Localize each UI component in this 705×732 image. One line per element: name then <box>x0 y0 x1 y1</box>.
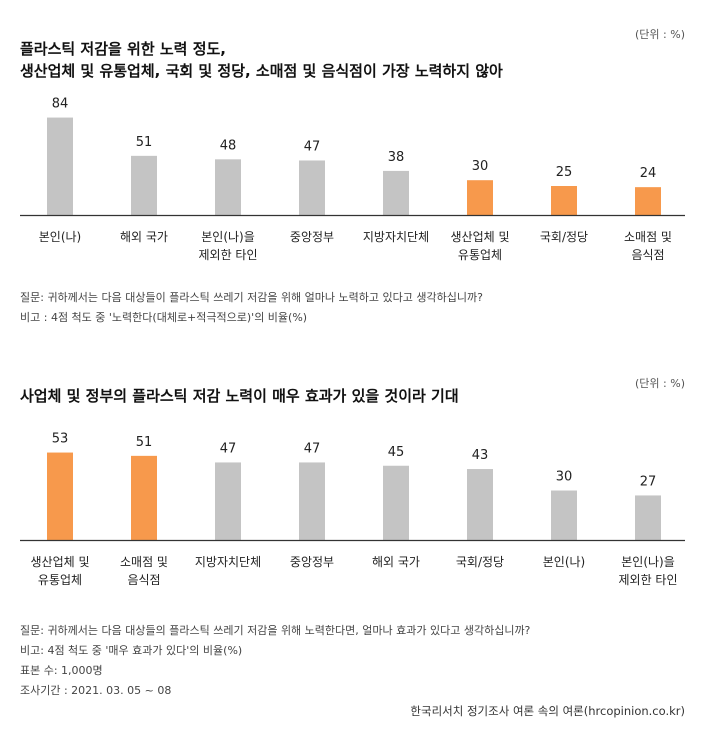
bar-1-2 <box>131 155 157 215</box>
sample-size: 표본 수: 1,000명 <box>20 664 103 677</box>
value-label-2-2: 51 <box>136 435 153 450</box>
bar-2-7 <box>551 490 577 540</box>
survey-period: 조사기간 : 2021. 03. 05 ~ 08 <box>20 684 172 697</box>
value-label-2-5: 45 <box>388 445 405 460</box>
value-label-1-3: 48 <box>220 138 237 153</box>
chart-title-2: 사업체 및 정부의 플라스틱 저감 노력이 매우 효과가 있을 것이라 기대 <box>20 387 459 405</box>
category-label-1-4: 중앙정부 <box>290 230 334 244</box>
category-label-2-7: 본인(나) <box>543 555 585 569</box>
question-1: 질문: 귀하께서는 다음 대상들이 플라스틱 쓰레기 저감을 위해 얼마나 노력… <box>20 291 483 304</box>
category-label-1-2: 해외 국가 <box>120 230 168 244</box>
category-label-2-3: 지방자치단체 <box>195 555 261 569</box>
note-2: 비고: 4점 척도 중 '매우 효과가 있다'의 비율(%) <box>20 644 243 657</box>
bar-1-6 <box>467 180 493 215</box>
bar-1-7 <box>551 186 577 215</box>
chart-title-1: 플라스틱 저감을 위한 노력 정도, 생산업체 및 유통업체, 국회 및 정당,… <box>20 38 503 82</box>
category-label-1-6: 생산업체 및 <box>450 230 509 244</box>
unit-label-1: (단위 : %) <box>635 28 685 41</box>
category-label-2-8-line2: 제외한 타인 <box>618 573 677 587</box>
bar-1-3 <box>215 159 241 215</box>
value-label-1-4: 47 <box>304 139 321 154</box>
category-label-1-5: 지방자치단체 <box>363 230 429 244</box>
value-label-1-8: 24 <box>640 166 657 181</box>
category-label-1-3: 본인(나)을 <box>201 230 255 244</box>
category-label-2-2: 소매점 및 <box>120 555 168 569</box>
value-label-1-6: 30 <box>472 159 489 174</box>
value-label-1-1: 84 <box>52 97 69 112</box>
value-label-2-3: 47 <box>220 441 237 456</box>
category-label-1-8: 소매점 및 <box>624 230 672 244</box>
bar-2-5 <box>383 465 409 540</box>
bar-1-1 <box>47 117 73 215</box>
category-label-2-1: 생산업체 및 <box>30 555 89 569</box>
category-label-1-7: 국회/정당 <box>540 230 588 244</box>
value-label-2-1: 53 <box>52 432 69 447</box>
note-1: 비고 : 4점 척도 중 '노력한다(대체로+적극적으로)'의 비율(%) <box>20 311 308 324</box>
category-label-2-2-line2: 음식점 <box>127 573 160 587</box>
value-label-2-7: 30 <box>556 470 573 485</box>
bar-2-6 <box>467 469 493 540</box>
category-label-1-6-line2: 유통업체 <box>458 248 502 262</box>
value-label-1-2: 51 <box>136 135 153 150</box>
bar-2-3 <box>215 462 241 540</box>
question-2: 질문: 귀하께서는 다음 대상들의 플라스틱 쓰레기 저감을 위해 노력한다면,… <box>20 624 531 637</box>
source-credit: 한국리서치 정기조사 여론 속의 여론(hrcopinion.co.kr) <box>410 704 685 718</box>
value-label-2-4: 47 <box>304 441 321 456</box>
bar-1-8 <box>635 187 661 215</box>
bar-1-5 <box>383 170 409 215</box>
bar-2-1 <box>47 452 73 540</box>
category-label-2-1-line2: 유통업체 <box>38 573 82 587</box>
value-label-1-5: 38 <box>388 150 405 165</box>
category-label-2-5: 해외 국가 <box>372 555 420 569</box>
bar-2-4 <box>299 462 325 540</box>
value-label-2-6: 43 <box>472 448 489 463</box>
unit-label-2: (단위 : %) <box>635 377 685 390</box>
category-label-2-4: 중앙정부 <box>290 555 334 569</box>
category-label-2-8: 본인(나)을 <box>621 555 675 569</box>
category-label-1-8-line2: 음식점 <box>631 248 664 262</box>
bar-1-4 <box>299 160 325 215</box>
chart-title-1-line2: 생산업체 및 유통업체, 국회 및 정당, 소매점 및 음식점이 가장 노력하지… <box>20 62 503 80</box>
value-label-1-7: 25 <box>556 165 573 180</box>
chart-title-1-line1: 플라스틱 저감을 위한 노력 정도, <box>20 40 226 58</box>
value-label-2-8: 27 <box>640 474 657 489</box>
bar-2-2 <box>131 455 157 540</box>
category-label-1-3-line2: 제외한 타인 <box>198 248 257 262</box>
category-label-2-6: 국회/정당 <box>456 555 504 569</box>
category-label-1-1: 본인(나) <box>39 230 81 244</box>
bar-2-8 <box>635 495 661 540</box>
